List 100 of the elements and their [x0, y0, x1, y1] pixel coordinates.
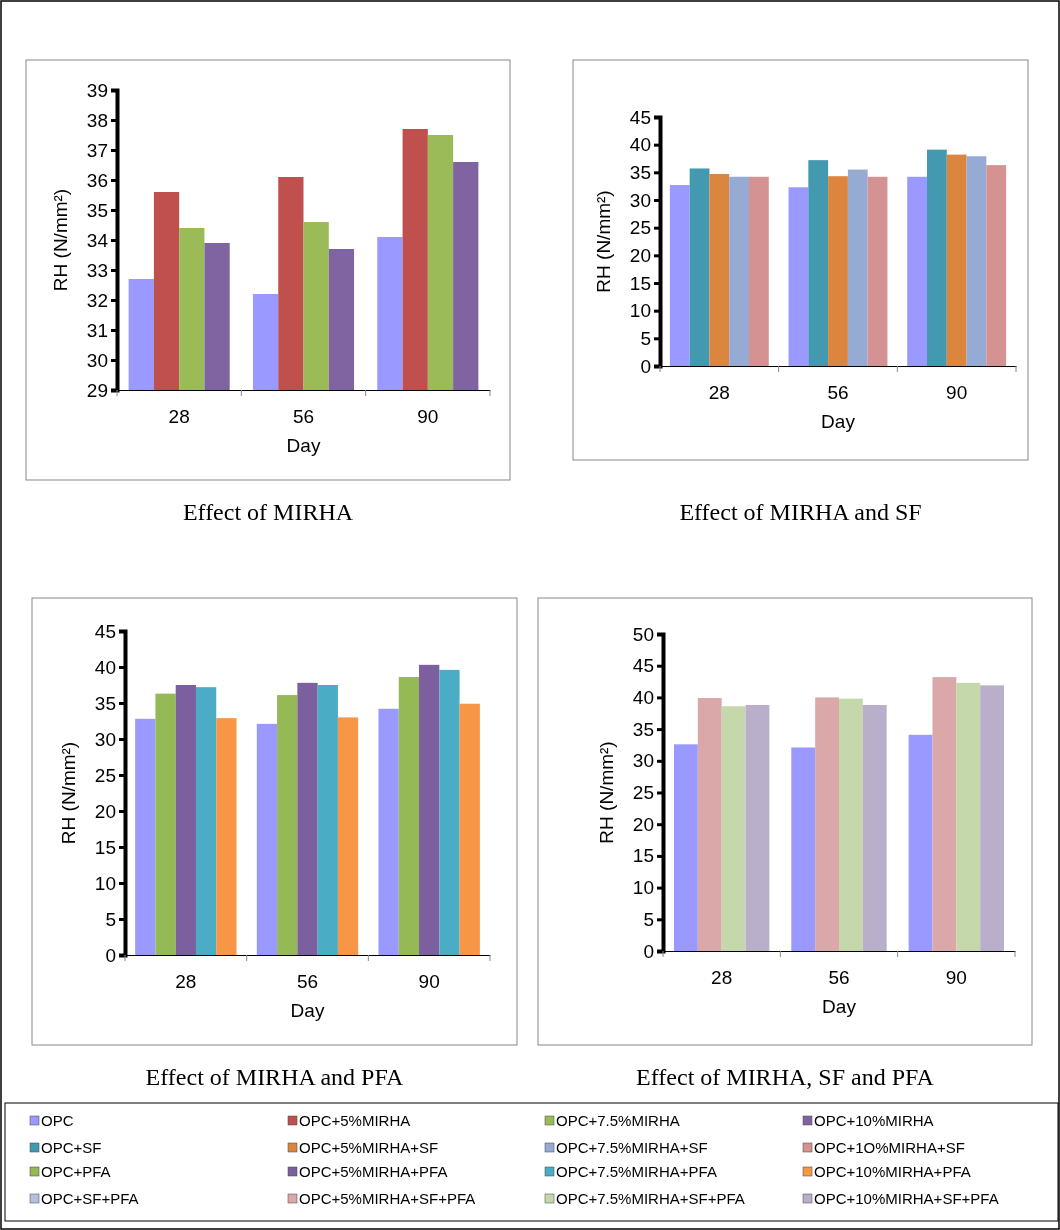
- y-tick-label: 45: [629, 106, 651, 128]
- y-axis-title: RH (N/mm²): [50, 188, 71, 292]
- x-axis-title: Day: [286, 435, 321, 456]
- y-tick-label: 36: [86, 169, 108, 191]
- y-tick-label: 20: [94, 800, 116, 822]
- y-tick-label: 35: [629, 161, 651, 183]
- x-tick-label: 28: [708, 382, 730, 404]
- bar: [419, 664, 440, 955]
- legend-label: OPC+SF: [41, 1139, 102, 1156]
- text: Effect of MIRHA, SF and PFA: [636, 1064, 935, 1090]
- x-tick-label: 90: [945, 967, 967, 989]
- bar: [828, 176, 848, 366]
- bar: [862, 705, 887, 951]
- y-tick-label: 31: [86, 319, 108, 341]
- bar: [398, 677, 420, 955]
- legend-label: OPC+5%MIRHA: [299, 1112, 411, 1129]
- y-tick-label: 30: [94, 728, 116, 750]
- x-tick-label: 56: [296, 971, 319, 993]
- bar: [956, 682, 981, 951]
- y-tick-label: 0: [643, 940, 654, 962]
- legend-label: OPC+7.5%MIRHA+PFA: [556, 1163, 717, 1180]
- y-tick-label: 45: [94, 620, 116, 642]
- bar: [673, 744, 698, 951]
- y-tick-label: 10: [94, 872, 116, 894]
- y-tick-label: 5: [643, 908, 654, 930]
- x-tick-label: 56: [827, 382, 849, 404]
- x-tick-label: 90: [946, 382, 968, 404]
- x-tick-label: 28: [175, 971, 197, 993]
- bar: [946, 154, 967, 366]
- bar: [155, 693, 176, 955]
- bar: [689, 168, 710, 366]
- legend-label: OPC+5%MIRHA+PFA: [299, 1163, 448, 1180]
- bar: [749, 176, 769, 366]
- y-tick-label: 35: [632, 718, 654, 740]
- x-tick-label: 28: [168, 406, 190, 428]
- y-tick-label: 30: [629, 189, 651, 211]
- legend-label: OPC+SF+PFA: [41, 1190, 139, 1207]
- bar: [745, 705, 770, 951]
- legend-label: OPC+7.5%MIRHA: [556, 1112, 680, 1129]
- legend-label: OPC+5%MIRHA+SF: [299, 1139, 439, 1156]
- bar: [337, 717, 359, 955]
- legend-label: OPC+10%MIRHA+PFA: [814, 1163, 971, 1180]
- bar: [439, 669, 460, 955]
- y-tick-label: 35: [86, 199, 108, 221]
- bar: [839, 698, 863, 951]
- x-tick-label: 90: [418, 971, 440, 993]
- bar: [378, 708, 399, 955]
- bar: [932, 677, 957, 951]
- y-tick-label: 5: [105, 908, 116, 930]
- bar: [966, 156, 987, 366]
- text: Effect of MIRHA: [182, 499, 354, 525]
- y-tick-label: 25: [94, 764, 116, 786]
- y-tick-label: 40: [94, 656, 116, 678]
- x-tick-label: 90: [417, 406, 439, 428]
- bar: [277, 695, 298, 955]
- legend-label: OPC+10%MIRHA: [814, 1112, 934, 1129]
- x-tick-label: 56: [292, 406, 315, 428]
- y-tick-label: 29: [86, 379, 108, 401]
- bar: [908, 734, 933, 951]
- y-tick-label: 5: [640, 327, 651, 349]
- bar: [669, 185, 690, 366]
- bar: [788, 187, 809, 366]
- bar: [459, 703, 480, 955]
- y-tick-label: 10: [632, 877, 654, 899]
- y-tick-label: 15: [632, 845, 654, 867]
- y-axis-title: RH (N/mm²): [596, 741, 617, 844]
- y-tick-label: 25: [629, 217, 651, 239]
- y-axis-title: RH (N/mm²): [58, 741, 79, 845]
- bar: [729, 176, 749, 366]
- bar: [216, 718, 237, 955]
- y-tick-label: 20: [629, 244, 651, 266]
- bar: [986, 165, 1007, 366]
- y-tick-label: 0: [640, 355, 651, 377]
- bar: [721, 706, 746, 951]
- bar: [195, 687, 217, 955]
- text: Effect of MIRHA and SF: [679, 499, 922, 525]
- text: Effect of MIRHA and PFA: [145, 1064, 405, 1090]
- y-tick-label: 50: [632, 623, 654, 645]
- bar: [927, 149, 947, 366]
- x-tick-label: 56: [828, 967, 850, 989]
- y-tick-label: 45: [632, 655, 654, 677]
- legend-label: OPC+10%MIRHA+SF+PFA: [814, 1190, 999, 1207]
- y-tick-label: 33: [86, 259, 108, 281]
- legend-label: OPC+PFA: [41, 1163, 111, 1180]
- legend-label: OPC+1O%MIRHA+SF: [814, 1139, 965, 1156]
- bar: [297, 682, 318, 955]
- y-tick-label: 10: [629, 300, 651, 322]
- x-tick-label: 28: [711, 967, 733, 989]
- y-tick-label: 32: [86, 289, 108, 311]
- y-tick-label: 38: [86, 109, 108, 131]
- y-tick-label: 20: [632, 813, 654, 835]
- bar: [847, 169, 868, 366]
- legend-label: OPC: [41, 1112, 74, 1129]
- y-tick-label: 35: [94, 692, 116, 714]
- x-axis-title: Day: [822, 996, 857, 1017]
- bar: [907, 176, 927, 366]
- bar: [697, 698, 722, 951]
- legend-label: OPC+7.5%MIRHA+SF: [556, 1139, 708, 1156]
- bar: [256, 723, 278, 955]
- bar: [867, 176, 888, 366]
